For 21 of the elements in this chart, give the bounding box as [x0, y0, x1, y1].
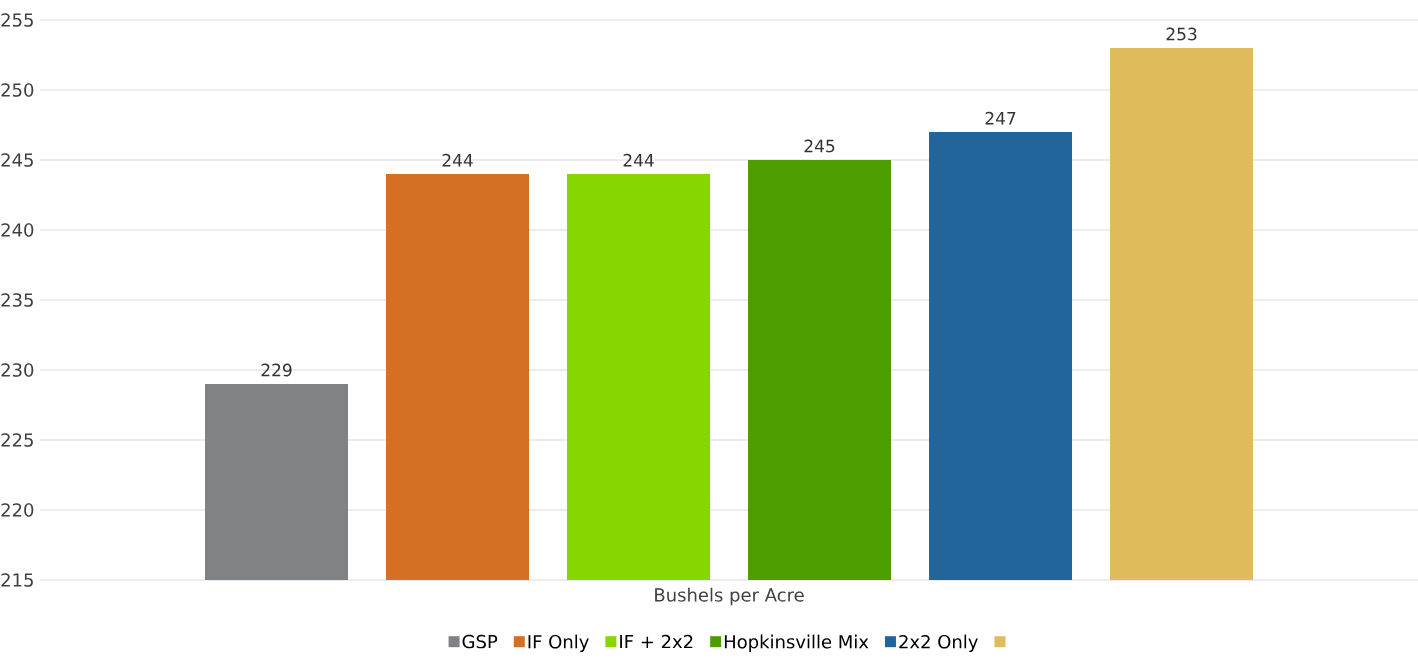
legend-label: 2x2 Only	[899, 634, 978, 653]
legend-label: IF Only	[528, 634, 589, 653]
data-label: 253	[1166, 27, 1197, 41]
data-label: 244	[623, 153, 654, 167]
legend-label: GSP	[462, 634, 498, 649]
y-tick-label: 255	[1, 13, 33, 27]
legend-label: IF + 2x2	[620, 634, 693, 649]
y-tick-label: 235	[1, 293, 33, 307]
y-tick-label: 245	[1, 153, 33, 167]
y-tick-label: 240	[1, 223, 34, 237]
data-label: 244	[442, 153, 473, 167]
y-tick-label: 220	[1, 503, 34, 517]
x-tick-label: Bushels per Acre	[655, 587, 804, 606]
legend-label: Hopkinsville Mix	[724, 634, 869, 653]
y-tick-label: 230	[1, 363, 34, 377]
data-label: 245	[804, 139, 835, 153]
data-label: 229	[261, 363, 292, 377]
data-label: 247	[985, 111, 1016, 125]
y-tick-label: 250	[1, 83, 34, 97]
y-tick-label: 215	[1, 573, 33, 587]
y-tick-label: 225	[1, 433, 33, 447]
